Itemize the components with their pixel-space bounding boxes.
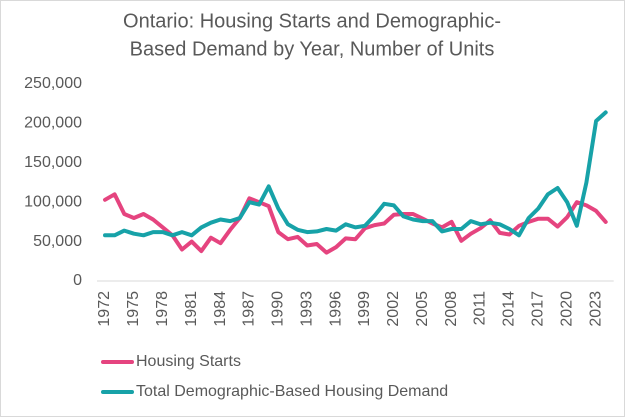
x-tick-label: 2023 xyxy=(587,291,604,327)
x-tick-label: 2005 xyxy=(414,291,431,327)
chart-title: Ontario: Housing Starts and Demographic- xyxy=(123,10,501,32)
x-tick-label: 1996 xyxy=(327,291,344,327)
y-tick-label: 0 xyxy=(73,272,82,289)
y-tick-label: 100,000 xyxy=(24,193,82,210)
chart-title: Based Demand by Year, Number of Units xyxy=(130,38,495,60)
x-tick-label: 2011 xyxy=(472,291,489,326)
x-tick-label: 1990 xyxy=(270,291,287,327)
y-tick-label: 250,000 xyxy=(24,75,82,92)
x-tick-label: 1978 xyxy=(154,291,171,327)
x-tick-label: 2017 xyxy=(530,291,547,327)
x-tick-label: 1987 xyxy=(241,291,258,327)
legend-label: Housing Starts xyxy=(136,353,241,370)
x-tick-label: 1981 xyxy=(183,291,200,327)
y-tick-label: 200,000 xyxy=(24,115,82,132)
x-tick-label: 1999 xyxy=(356,291,373,327)
x-tick-label: 1972 xyxy=(96,291,113,327)
x-tick-label: 1993 xyxy=(298,291,315,327)
series-line xyxy=(103,110,608,238)
x-tick-label: 1975 xyxy=(125,291,142,327)
x-tick-label: 2020 xyxy=(558,291,575,327)
x-tick-label: 2014 xyxy=(501,291,518,327)
y-tick-label: 50,000 xyxy=(33,233,82,250)
x-tick-label: 2008 xyxy=(443,291,460,327)
x-tick-label: 1984 xyxy=(212,291,229,327)
legend-label: Total Demographic-Based Housing Demand xyxy=(136,383,448,400)
x-tick-label: 2002 xyxy=(385,291,402,327)
series-line xyxy=(103,192,608,255)
y-tick-label: 150,000 xyxy=(24,154,82,171)
